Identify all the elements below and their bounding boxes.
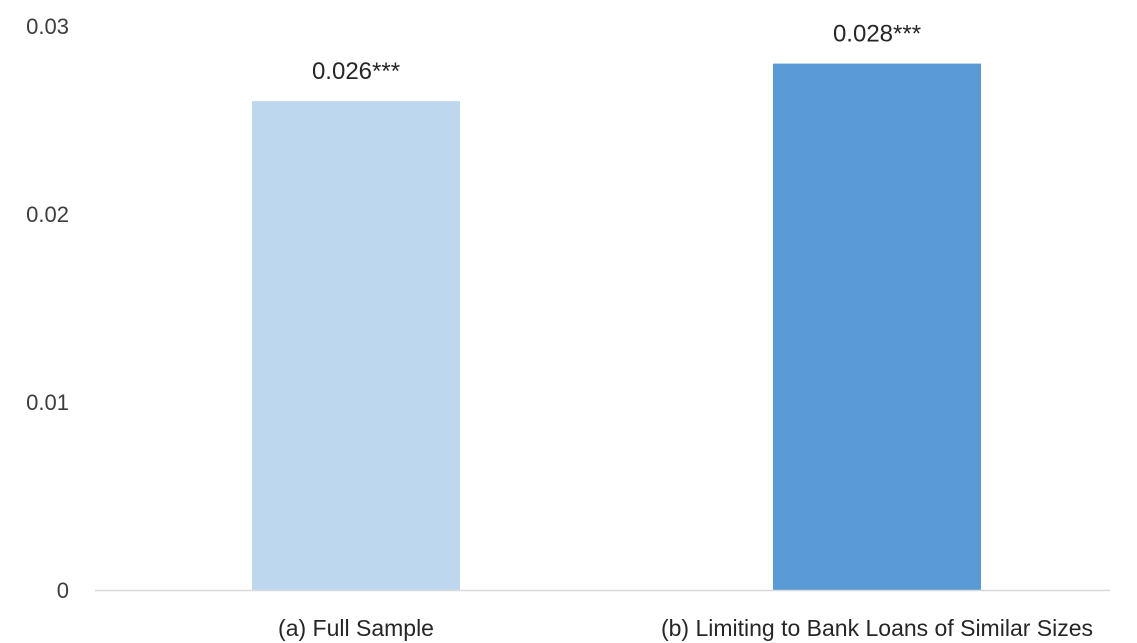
y-tick-label: 0.02	[26, 202, 69, 227]
y-tick-label: 0.01	[26, 390, 69, 415]
x-category-label: (b) Limiting to Bank Loans of Similar Si…	[661, 615, 1093, 641]
y-tick-label: 0.03	[26, 14, 69, 39]
data-label: 0.028***	[833, 21, 921, 48]
x-category-label: (a) Full Sample	[278, 615, 434, 641]
y-tick-label: 0	[57, 578, 69, 603]
bar-b	[773, 63, 981, 591]
bar-a	[252, 101, 460, 590]
data-label: 0.026***	[312, 58, 400, 85]
